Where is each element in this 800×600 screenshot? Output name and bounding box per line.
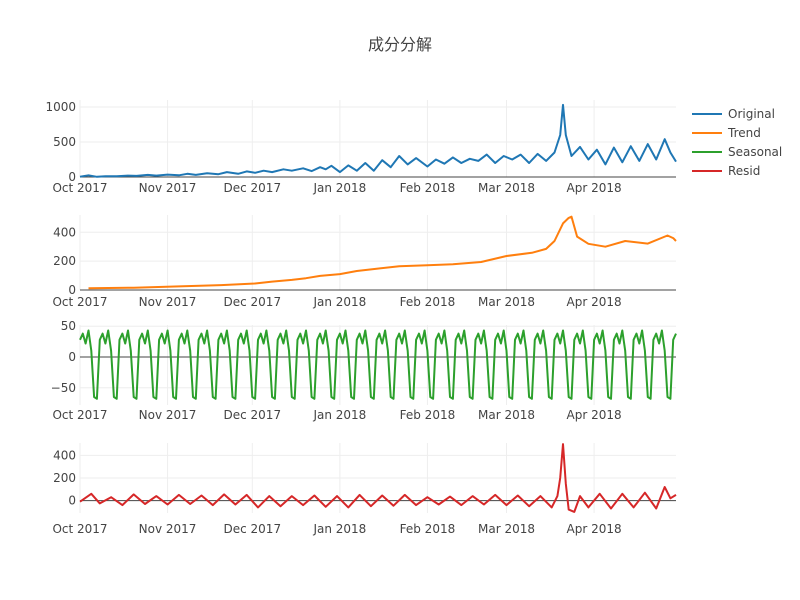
- legend-item-original[interactable]: Original: [692, 107, 775, 121]
- x-tick-label: Jan 2018: [312, 181, 366, 195]
- x-tick-label: Oct 2017: [52, 408, 107, 422]
- x-tick-label: Dec 2017: [224, 408, 282, 422]
- subplot-original: Oct 2017 Nov 2017 Dec 2017 Jan 2018 Feb 2018…: [45, 100, 677, 195]
- x-tick-label: Apr 2018: [567, 522, 622, 536]
- x-tick-label: Feb 2018: [400, 295, 456, 309]
- x-tick-label: Feb 2018: [400, 408, 456, 422]
- x-tick-label: Oct 2017: [52, 522, 107, 536]
- x-tick-label: Apr 2018: [567, 181, 622, 195]
- x-tick-label: Oct 2017: [52, 181, 107, 195]
- series-line-trend: [88, 215, 677, 290]
- x-tick-label: Mar 2018: [478, 295, 535, 309]
- legend-label: Trend: [727, 126, 761, 140]
- series-line-resid: [79, 443, 677, 513]
- x-tick-label: Dec 2017: [224, 181, 282, 195]
- y-tick-label: 0: [68, 350, 76, 364]
- chart-title: 成分分解: [368, 35, 432, 54]
- y-tick-label: 400: [53, 225, 76, 239]
- x-tick-label: Jan 2018: [312, 295, 366, 309]
- subplot-trend: Oct 2017 Nov 2017 Dec 2017 Jan 2018 Feb 2018…: [52, 215, 677, 309]
- x-tick-label: Mar 2018: [478, 522, 535, 536]
- subplot-resid: Oct 2017 Nov 2017 Dec 2017 Jan 2018 Feb 2018…: [52, 443, 677, 536]
- x-tick-label: Apr 2018: [567, 408, 622, 422]
- legend[interactable]: Original Trend Seasonal Resid: [692, 107, 782, 178]
- x-tick-label: Mar 2018: [478, 181, 535, 195]
- y-tick-label: 1000: [45, 100, 76, 114]
- y-tick-label: 200: [53, 254, 76, 268]
- legend-item-seasonal[interactable]: Seasonal: [692, 145, 782, 159]
- subplots: Oct 2017 Nov 2017 Dec 2017 Jan 2018 Feb 2018…: [45, 100, 677, 536]
- y-tick-label: 500: [53, 135, 76, 149]
- x-tick-label: Jan 2018: [312, 408, 366, 422]
- legend-item-resid[interactable]: Resid: [692, 164, 760, 178]
- y-tick-label: 50: [61, 319, 76, 333]
- y-tick-label: 0: [68, 494, 76, 508]
- y-tick-label: 0: [68, 170, 76, 184]
- x-tick-label: Dec 2017: [224, 295, 282, 309]
- x-tick-label: Nov 2017: [139, 522, 197, 536]
- x-tick-label: Nov 2017: [139, 408, 197, 422]
- x-tick-label: Feb 2018: [400, 181, 456, 195]
- legend-item-trend[interactable]: Trend: [692, 126, 761, 140]
- x-tick-label: Mar 2018: [478, 408, 535, 422]
- y-tick-label: −50: [51, 381, 76, 395]
- x-tick-label: Nov 2017: [139, 181, 197, 195]
- legend-label: Seasonal: [728, 145, 782, 159]
- x-tick-label: Jan 2018: [312, 522, 366, 536]
- x-tick-label: Apr 2018: [567, 295, 622, 309]
- y-tick-label: 0: [68, 283, 76, 297]
- x-tick-label: Feb 2018: [400, 522, 456, 536]
- x-tick-label: Oct 2017: [52, 295, 107, 309]
- legend-label: Original: [728, 107, 775, 121]
- y-tick-label: 200: [53, 471, 76, 485]
- x-tick-label: Dec 2017: [224, 522, 282, 536]
- subplot-seasonal: Oct 2017 Nov 2017 Dec 2017 Jan 2018 Feb 2018…: [51, 319, 677, 422]
- series-line-seasonal: [79, 329, 677, 400]
- x-tick-label: Nov 2017: [139, 295, 197, 309]
- legend-label: Resid: [728, 164, 760, 178]
- series-line-original: [79, 103, 677, 178]
- y-tick-label: 400: [53, 448, 76, 462]
